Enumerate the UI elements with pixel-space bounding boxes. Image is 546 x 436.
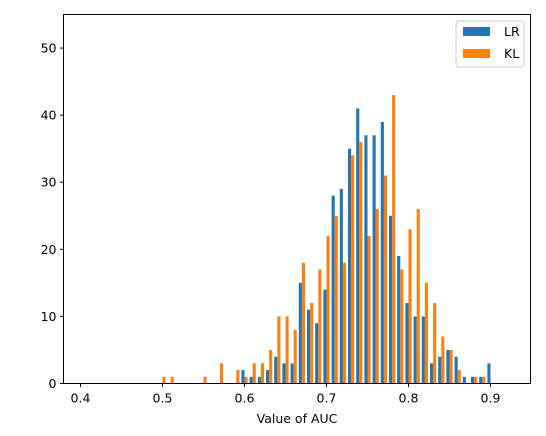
- y-tick-label: 0: [49, 376, 57, 391]
- y-tick-label: 30: [41, 175, 57, 190]
- bar-lr: [372, 135, 376, 384]
- bar-kl: [474, 376, 478, 384]
- y-ticks-group: 0 10 20 30 40 50: [41, 41, 64, 391]
- bar-lr: [315, 323, 319, 384]
- x-tick-label: 0.7: [317, 391, 337, 406]
- bar-kl: [449, 349, 453, 384]
- bar-lr: [479, 376, 483, 384]
- bar-kl: [301, 262, 306, 384]
- bar-kl: [408, 229, 412, 384]
- x-tick-label: 0.9: [481, 391, 501, 406]
- bar-kl: [351, 155, 355, 384]
- bar-kl: [359, 141, 363, 384]
- bar-lr: [380, 121, 384, 384]
- y-tick-label: 10: [41, 309, 57, 324]
- bar-lr: [339, 188, 343, 384]
- bar-lr: [446, 349, 450, 384]
- bar-lr: [290, 363, 294, 384]
- bar-kl: [383, 175, 388, 384]
- plot-frame: [63, 14, 531, 384]
- bar-kl: [244, 376, 248, 384]
- bar-kl: [293, 329, 297, 384]
- bar-lr: [282, 363, 286, 384]
- bar-kl: [416, 209, 420, 384]
- bar-kl: [285, 316, 289, 384]
- bar-lr: [265, 370, 270, 384]
- bar-kl: [326, 235, 330, 384]
- bar-kl: [170, 376, 174, 384]
- bar-kl: [482, 376, 486, 384]
- bar-kl: [375, 209, 379, 384]
- bar-lr: [388, 215, 393, 384]
- bar-kl: [236, 370, 240, 384]
- bar-lr: [298, 282, 302, 384]
- bar-lr: [470, 376, 475, 384]
- bar-lr: [306, 309, 311, 384]
- bar-lr: [323, 289, 327, 384]
- legend-label-lr: LR: [504, 24, 520, 39]
- x-tick-label: 0.6: [235, 391, 255, 406]
- y-tick-label: 40: [41, 108, 57, 123]
- bar-kl: [367, 235, 371, 384]
- bar-lr: [331, 195, 335, 384]
- x-ticks-group: 0.4 0.5 0.6 0.7 0.8 0.9: [71, 383, 501, 406]
- bar-kl: [219, 363, 224, 384]
- legend: LR KL: [455, 20, 525, 68]
- bar-kl: [260, 363, 265, 384]
- bar-kl: [310, 302, 314, 384]
- bar-lr: [429, 363, 434, 384]
- bar-lr: [241, 370, 245, 384]
- bar-kl: [400, 269, 404, 384]
- bar-kl: [269, 349, 273, 384]
- bar-lr: [413, 316, 417, 384]
- bar-lr: [454, 356, 458, 384]
- bar-kl: [457, 370, 461, 384]
- y-tick-label: 50: [41, 41, 57, 56]
- bar-kl: [277, 316, 281, 384]
- y-tick-label: 20: [41, 242, 57, 257]
- bar-kl: [342, 262, 347, 384]
- bar-lr: [347, 148, 352, 384]
- x-axis-label: Value of AUC: [257, 411, 338, 426]
- bar-kl: [162, 376, 166, 384]
- bar-lr: [397, 256, 401, 384]
- bar-lr: [249, 376, 253, 384]
- bar-lr: [356, 108, 360, 384]
- legend-swatch-lr: [463, 27, 490, 36]
- bar-lr: [405, 302, 409, 384]
- x-tick-label: 0.8: [399, 391, 419, 406]
- x-tick-label: 0.4: [71, 391, 91, 406]
- bar-lr: [364, 135, 368, 384]
- bar-lr: [462, 376, 466, 384]
- bar-kl: [433, 302, 437, 384]
- bar-lr: [487, 363, 491, 384]
- legend-label-kl: KL: [504, 46, 519, 61]
- x-tick-label: 0.5: [153, 391, 173, 406]
- bars-group: [162, 95, 491, 384]
- bar-lr: [438, 356, 442, 384]
- bar-lr: [274, 356, 278, 384]
- bar-kl: [252, 363, 256, 384]
- bar-lr: [257, 376, 261, 384]
- bar-lr: [421, 316, 425, 384]
- bar-kl: [203, 376, 207, 384]
- bar-kl: [334, 215, 338, 384]
- bar-kl: [392, 95, 396, 384]
- bar-kl: [424, 282, 429, 384]
- bar-kl: [441, 336, 445, 384]
- bar-kl: [318, 269, 322, 384]
- legend-swatch-kl: [463, 49, 490, 58]
